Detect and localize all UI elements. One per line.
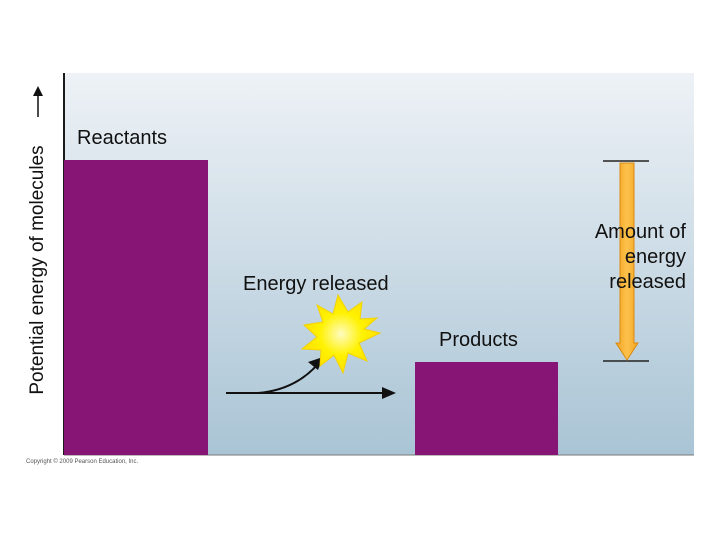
y-axis-arrow-head (33, 86, 43, 96)
energy-burst-icon (300, 293, 382, 375)
copyright-notice: Copyright © 2009 Pearson Education, Inc. (26, 459, 139, 465)
reactants-bar (64, 160, 208, 455)
amount-label-line-2: energy (624, 246, 686, 268)
products-bar (415, 362, 558, 455)
energy-curve-line (257, 363, 319, 394)
reactants-label: Reactants (77, 127, 168, 149)
energy-difference-arrow (615, 162, 639, 361)
amount-label-line-3: released (609, 271, 686, 293)
amount-label-line-1: Amount of (594, 221, 686, 243)
y-axis-label: Potential energy of molecules (27, 145, 48, 395)
energy-curve-head (308, 357, 323, 370)
energy-released-label: Energy released (243, 273, 389, 295)
reaction-arrow-head (382, 387, 396, 399)
products-label: Products (439, 329, 518, 351)
amount-label: Amount of energy released (562, 220, 686, 295)
